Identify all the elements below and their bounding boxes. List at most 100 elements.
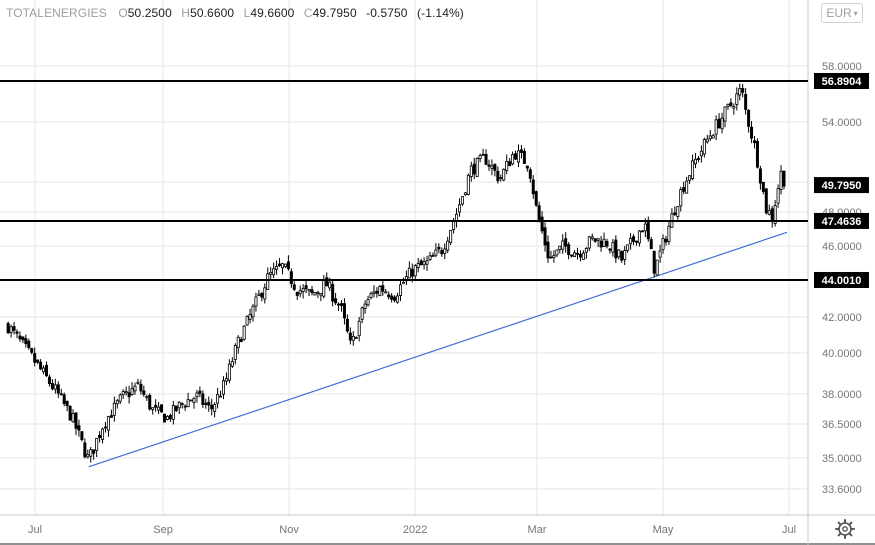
candle-body [702, 139, 706, 155]
candle-body [357, 320, 361, 337]
candle-body [552, 255, 556, 258]
candle-body [664, 238, 668, 243]
candle-body [546, 241, 550, 259]
gear-icon[interactable] [834, 518, 856, 540]
candle-body [537, 205, 541, 220]
candle-body [398, 284, 402, 296]
candle-body [711, 135, 715, 139]
candle-body [207, 401, 211, 406]
candle-body [779, 170, 783, 190]
candle-body [360, 307, 364, 320]
candle-body [475, 158, 479, 177]
y-tick-label: 46.0000 [822, 241, 862, 253]
candle-body [611, 242, 615, 253]
candle-body [148, 394, 152, 410]
candle-body [434, 249, 438, 256]
candle-body [587, 236, 591, 249]
candle-body [310, 289, 314, 293]
candle-body [481, 153, 485, 156]
candle-body [112, 402, 116, 416]
high-key: H [181, 6, 191, 20]
y-tick-label: 33.6000 [822, 484, 862, 496]
candle-body [328, 281, 332, 289]
candle-body [224, 378, 228, 382]
candle-body [646, 222, 650, 240]
candle-body [363, 303, 367, 309]
chevron-down-icon: ▾ [853, 9, 858, 18]
candle-body [522, 151, 526, 164]
candle-body [393, 296, 397, 301]
candle-body [658, 250, 662, 258]
currency-selector[interactable]: EUR ▾ [821, 3, 863, 23]
candle-body [136, 381, 140, 384]
candle-body [691, 160, 695, 180]
candle-body [419, 260, 423, 266]
candle-body [425, 260, 429, 265]
candle-body [30, 348, 34, 353]
candle-body [334, 298, 338, 304]
candle-body [251, 305, 255, 318]
candle-body [342, 303, 346, 319]
candle-body [514, 153, 518, 160]
candle-body [80, 431, 84, 441]
candle-body [575, 252, 579, 255]
candle-body [242, 325, 246, 340]
candle-body [101, 428, 105, 440]
low-key: L [243, 6, 251, 20]
candle-body [348, 332, 352, 341]
candle-body [437, 246, 441, 250]
y-tick-label: 38.0000 [822, 389, 862, 401]
candle-body [502, 169, 506, 181]
candle-body [283, 263, 287, 267]
candle-body [33, 353, 37, 363]
candle-body [543, 227, 547, 246]
candle-body [667, 225, 671, 242]
open-value: 50.2500 [127, 6, 172, 20]
candle-body [213, 404, 217, 412]
candle-body [558, 245, 562, 250]
close-key: C [303, 6, 313, 20]
y-tick-label: 36.5000 [822, 419, 862, 431]
candle-body [189, 399, 193, 402]
candle-body [469, 165, 473, 177]
candle-body [782, 170, 786, 187]
candle-body [210, 404, 214, 410]
close-value: 49.7950 [312, 6, 357, 20]
candle-body [602, 238, 606, 247]
candle-body [428, 255, 432, 261]
candle-body [637, 230, 641, 244]
candle-body [525, 165, 529, 169]
candle-body [301, 288, 305, 292]
candle-body [466, 174, 470, 195]
candle-body [106, 416, 110, 431]
candle-body [729, 102, 733, 106]
candle-body [369, 293, 373, 299]
candle-body [89, 449, 93, 457]
candle-body [407, 267, 411, 279]
change-percent: (-1.14%) [417, 6, 464, 20]
candle-body [387, 294, 391, 298]
candle-body [581, 252, 585, 260]
low-value: 49.6600 [250, 6, 295, 20]
candle-body [484, 154, 488, 165]
trendline [88, 231, 788, 468]
last-price-label: 49.7950 [822, 180, 862, 192]
candle-body [493, 164, 497, 171]
candle-body [741, 88, 745, 93]
candle-body [449, 230, 453, 243]
candle-body [98, 434, 102, 438]
candle-body [726, 103, 730, 107]
candle-body [204, 402, 208, 405]
candle-body [634, 240, 638, 243]
candle-body [410, 268, 414, 277]
candle-body [233, 345, 237, 360]
candle-body [44, 364, 48, 377]
candle-body [266, 273, 270, 290]
x-tick-label: Jul [782, 524, 796, 536]
candle-body [142, 390, 146, 395]
candle-body [738, 88, 742, 96]
candle-body [720, 117, 724, 130]
candle-body [192, 397, 196, 403]
